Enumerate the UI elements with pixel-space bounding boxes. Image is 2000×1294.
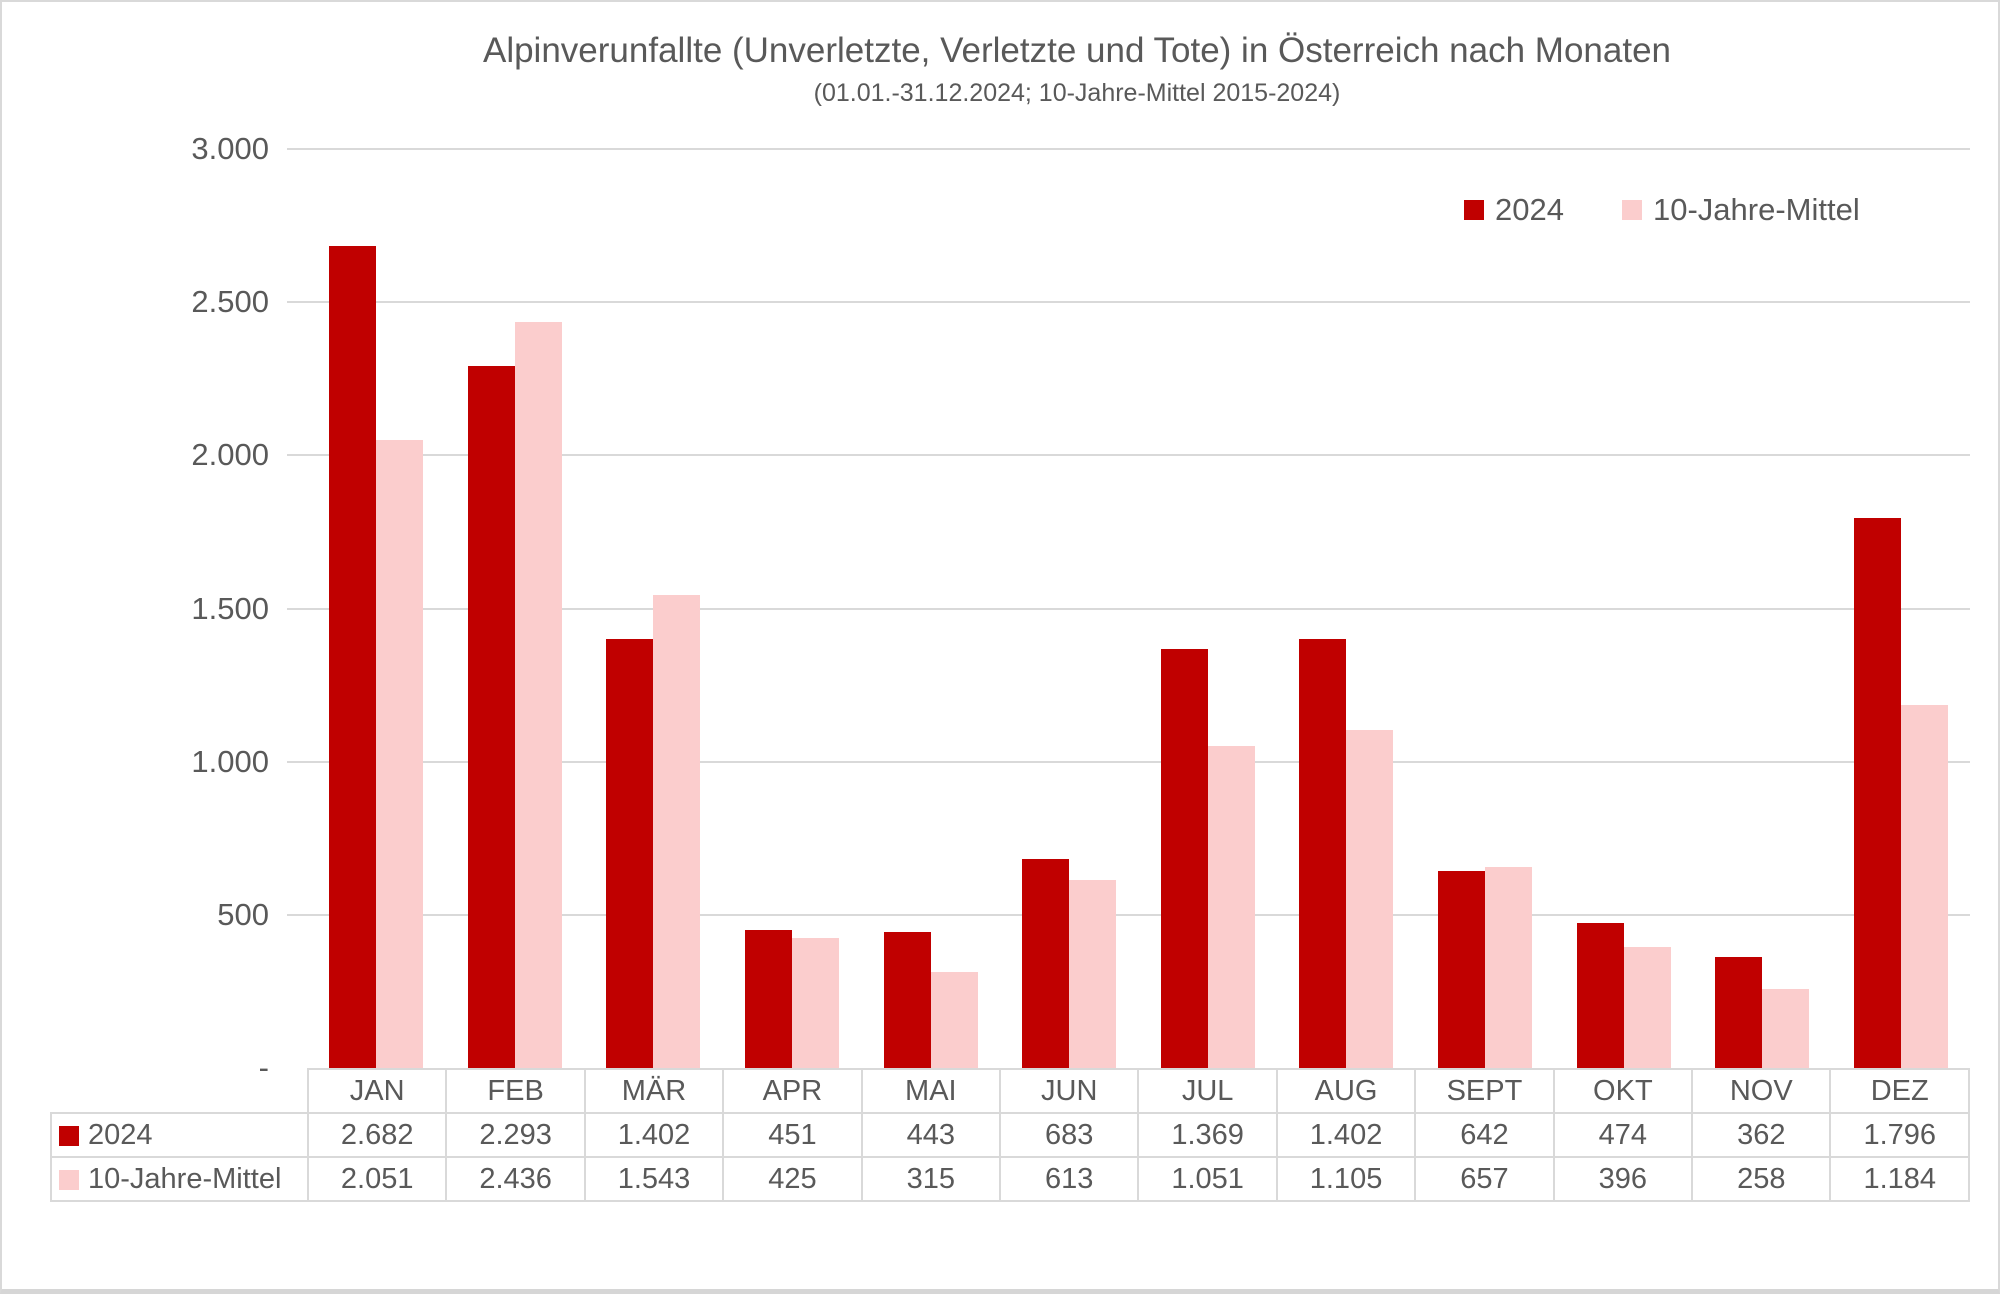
bar-2024-JAN xyxy=(329,246,376,1068)
month-header-OKT: OKT xyxy=(1552,1068,1694,1114)
value-cell-10-Jahre-Mittel-FEB: 2.436 xyxy=(445,1156,586,1202)
bar-10-Jahre-Mittel-MAI xyxy=(931,972,978,1068)
bar-2024-APR xyxy=(745,930,792,1068)
table-row-2024: 2024 2.682 2.293 1.402 451 443 683 1.369 1.402 64… xyxy=(50,1112,1970,1158)
chart-title: Alpinverunfallte (Unverletzte, Verletzte… xyxy=(482,31,1672,70)
series-name: 2024 xyxy=(88,1118,153,1151)
bar-2024-NOV xyxy=(1715,957,1762,1068)
gridline xyxy=(287,148,1970,150)
value-cell-2024-OKT: 474 xyxy=(1552,1112,1694,1158)
bar-2024-OKT xyxy=(1577,923,1624,1068)
bar-2024-SEPT xyxy=(1438,871,1485,1068)
legend-label-10-jahre-mittel: 10-Jahre-Mittel xyxy=(1652,192,1860,227)
month-header-NOV: NOV xyxy=(1691,1068,1832,1114)
bar-2024-MÄR xyxy=(606,639,653,1068)
legend-swatch-2024-icon xyxy=(1464,200,1484,220)
series-name: 10-Jahre-Mittel xyxy=(88,1162,282,1195)
bar-2024-AUG xyxy=(1299,639,1346,1068)
value-cell-2024-MÄR: 1.402 xyxy=(583,1112,725,1158)
value-cell-10-Jahre-Mittel-MÄR: 1.543 xyxy=(583,1156,725,1202)
value-cell-10-Jahre-Mittel-OKT: 396 xyxy=(1552,1156,1694,1202)
chart-data-table: JAN FEB MÄR APR MAI JUN JUL AUG SEPT OKT NOV DEZ 202… xyxy=(50,1068,1970,1202)
series-label-cell: 10-Jahre-Mittel xyxy=(50,1156,309,1202)
value-cell-2024-SEPT: 642 xyxy=(1414,1112,1555,1158)
legend-item-10-jahre-mittel: 10-Jahre-Mittel xyxy=(1621,192,1860,228)
value-cell-10-Jahre-Mittel-AUG: 1.105 xyxy=(1275,1156,1417,1202)
table-corner-cell xyxy=(51,1069,308,1113)
value-cell-10-Jahre-Mittel-JAN: 2.051 xyxy=(306,1156,448,1202)
bar-10-Jahre-Mittel-AUG xyxy=(1346,730,1393,1068)
y-axis-tick-label: 3.000 xyxy=(191,131,269,166)
y-axis-tick-label: 1.500 xyxy=(191,590,269,626)
table-header-row: JAN FEB MÄR APR MAI JUN JUL AUG SEPT OKT NOV DEZ xyxy=(51,1068,1970,1114)
value-cell-10-Jahre-Mittel-JUN: 613 xyxy=(999,1156,1140,1202)
value-cell-2024-APR: 451 xyxy=(722,1112,863,1158)
gridline xyxy=(287,301,1970,304)
value-cell-2024-NOV: 362 xyxy=(1691,1112,1832,1158)
gridline xyxy=(287,454,1970,457)
month-header-MÄR: MÄR xyxy=(583,1068,725,1114)
bar-2024-FEB xyxy=(468,366,515,1068)
month-header-DEZ: DEZ xyxy=(1829,1068,1970,1114)
y-axis-tick-label: - xyxy=(258,1050,269,1085)
value-cell-10-Jahre-Mittel-SEPT: 657 xyxy=(1414,1156,1555,1202)
y-axis-tick-label: 2.500 xyxy=(191,284,269,320)
bar-10-Jahre-Mittel-NOV xyxy=(1762,989,1809,1068)
value-cell-2024-MAI: 443 xyxy=(860,1112,1002,1158)
bar-10-Jahre-Mittel-OKT xyxy=(1624,947,1671,1068)
bar-2024-JUL xyxy=(1161,649,1208,1068)
month-header-JAN: JAN xyxy=(306,1068,448,1114)
gridline xyxy=(287,760,1970,763)
series-label-cell: 2024 xyxy=(50,1112,309,1158)
value-cell-2024-FEB: 2.293 xyxy=(445,1112,586,1158)
value-cell-2024-AUG: 1.402 xyxy=(1275,1112,1417,1158)
bar-10-Jahre-Mittel-JUL xyxy=(1208,746,1255,1068)
bar-10-Jahre-Mittel-MÄR xyxy=(653,595,700,1068)
month-header-APR: APR xyxy=(722,1068,863,1114)
bar-2024-JUN xyxy=(1022,859,1069,1068)
value-cell-2024-JAN: 2.682 xyxy=(306,1112,448,1158)
bar-10-Jahre-Mittel-SEPT xyxy=(1485,867,1532,1068)
month-header-SEPT: SEPT xyxy=(1414,1068,1555,1114)
gridline xyxy=(287,607,1970,610)
y-axis-tick-label: 1.000 xyxy=(191,743,269,779)
series-swatch-icon xyxy=(59,1169,79,1190)
bar-10-Jahre-Mittel-DEZ xyxy=(1901,705,1948,1068)
chart-legend: 2024 10-Jahre-Mittel xyxy=(1464,192,1860,228)
table-row-10-Jahre-Mittel: 10-Jahre-Mittel 2.051 2.436 1.543 425 315 613 1… xyxy=(50,1156,1970,1202)
bar-10-Jahre-Mittel-JUN xyxy=(1069,880,1116,1068)
bar-10-Jahre-Mittel-APR xyxy=(792,938,839,1068)
legend-item-2024: 2024 xyxy=(1464,192,1564,228)
value-cell-2024-DEZ: 1.796 xyxy=(1829,1112,1970,1158)
month-header-JUL: JUL xyxy=(1137,1068,1278,1114)
bar-10-Jahre-Mittel-FEB xyxy=(515,322,562,1068)
value-cell-10-Jahre-Mittel-NOV: 258 xyxy=(1691,1156,1832,1202)
value-cell-2024-JUN: 683 xyxy=(999,1112,1140,1158)
bar-2024-MAI xyxy=(884,932,931,1068)
month-header-JUN: JUN xyxy=(999,1068,1140,1114)
value-cell-2024-JUL: 1.369 xyxy=(1137,1112,1278,1158)
legend-swatch-10-jahre-mittel-icon xyxy=(1621,200,1642,220)
legend-label-2024: 2024 xyxy=(1495,192,1564,227)
series-swatch-icon xyxy=(59,1125,79,1146)
gridline xyxy=(287,913,1970,916)
chart-subtitle: (01.01.-31.12.2024; 10-Jahre-Mittel 2015… xyxy=(813,79,1341,107)
month-header-AUG: AUG xyxy=(1275,1068,1417,1114)
bar-10-Jahre-Mittel-JAN xyxy=(376,440,423,1068)
month-header-MAI: MAI xyxy=(860,1068,1002,1114)
bar-2024-DEZ xyxy=(1854,518,1901,1068)
value-cell-10-Jahre-Mittel-JUL: 1.051 xyxy=(1137,1156,1278,1202)
y-axis-tick-label: 500 xyxy=(217,896,269,932)
value-cell-10-Jahre-Mittel-DEZ: 1.184 xyxy=(1829,1156,1970,1202)
value-cell-10-Jahre-Mittel-MAI: 315 xyxy=(860,1156,1002,1202)
month-header-FEB: FEB xyxy=(445,1068,586,1114)
value-cell-10-Jahre-Mittel-APR: 425 xyxy=(722,1156,863,1202)
y-axis-tick-label: 2.000 xyxy=(191,437,269,473)
